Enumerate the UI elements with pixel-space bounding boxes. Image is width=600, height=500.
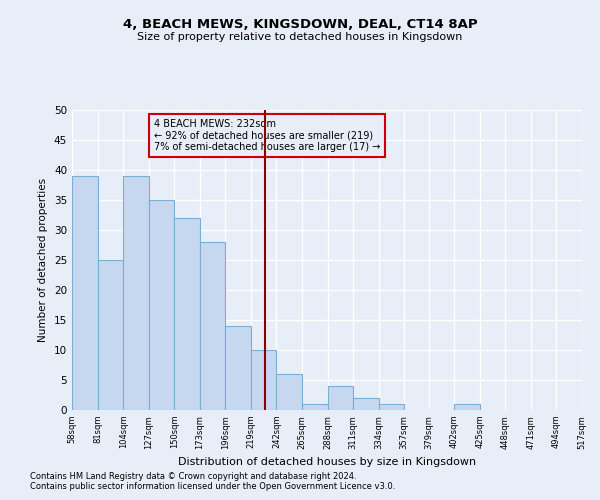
Bar [226, 326, 251, 410]
Bar [353, 398, 379, 410]
Text: 4 BEACH MEWS: 232sqm
← 92% of detached houses are smaller (219)
7% of semi-detac: 4 BEACH MEWS: 232sqm ← 92% of detached h… [154, 119, 380, 152]
Bar [277, 374, 302, 410]
Bar [251, 350, 277, 410]
Bar [200, 242, 226, 410]
Text: Contains HM Land Registry data © Crown copyright and database right 2024.: Contains HM Land Registry data © Crown c… [30, 472, 356, 481]
Bar [123, 176, 149, 410]
Bar [302, 404, 328, 410]
Text: Contains public sector information licensed under the Open Government Licence v3: Contains public sector information licen… [30, 482, 395, 491]
Text: 4, BEACH MEWS, KINGSDOWN, DEAL, CT14 8AP: 4, BEACH MEWS, KINGSDOWN, DEAL, CT14 8AP [122, 18, 478, 30]
X-axis label: Distribution of detached houses by size in Kingsdown: Distribution of detached houses by size … [178, 457, 476, 467]
Bar [149, 200, 174, 410]
Bar [72, 176, 98, 410]
Bar [454, 404, 480, 410]
Bar [328, 386, 353, 410]
Text: Size of property relative to detached houses in Kingsdown: Size of property relative to detached ho… [137, 32, 463, 42]
Bar [379, 404, 404, 410]
Y-axis label: Number of detached properties: Number of detached properties [38, 178, 49, 342]
Bar [98, 260, 123, 410]
Bar [174, 218, 200, 410]
